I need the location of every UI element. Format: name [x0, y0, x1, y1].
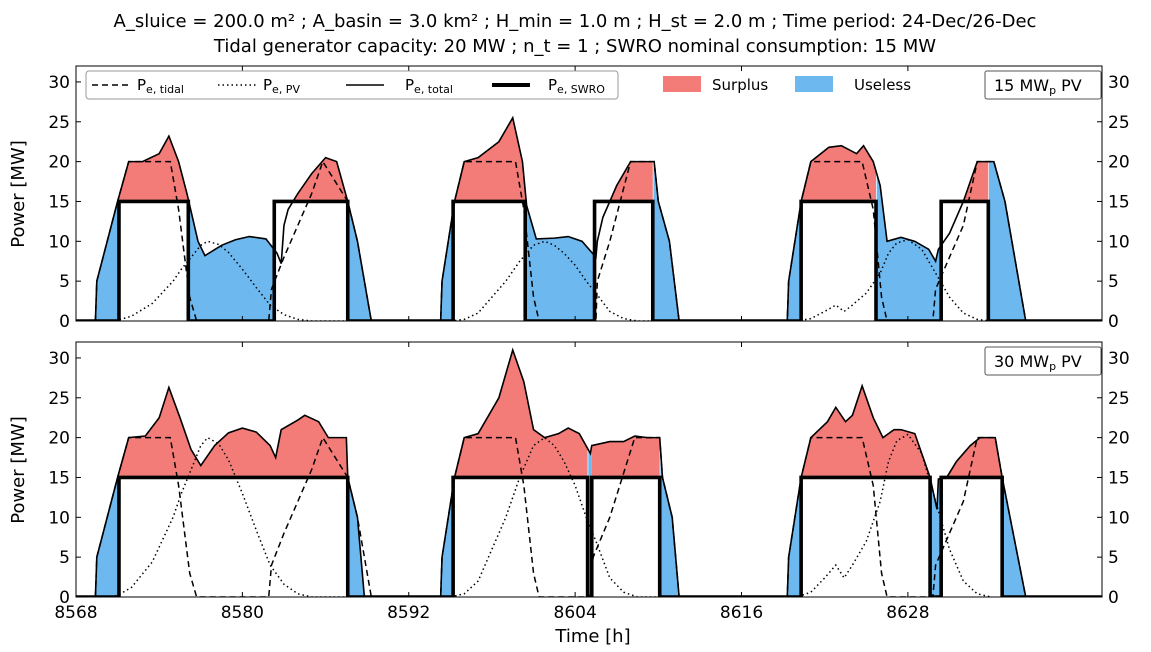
- useless-area: [787, 477, 802, 597]
- pv-box-bottom-label: 30 MWp PV: [994, 352, 1082, 373]
- ylabel-bottom: Power [MW]: [8, 416, 29, 524]
- surplus-area: [453, 349, 588, 478]
- useless-area: [660, 447, 680, 597]
- surplus-area: [118, 387, 348, 478]
- ytick-label-right: 20: [1108, 429, 1130, 449]
- surplus-area: [941, 437, 1003, 478]
- xtick-label: 8604: [554, 603, 597, 623]
- ytick-label: 5: [59, 272, 70, 292]
- legend: Pe, tidal Pe, PV Pe, total Pe, SWRO: [85, 70, 619, 100]
- useless-area: [525, 198, 595, 321]
- ytick-label-right: 10: [1108, 232, 1130, 252]
- pv-capacity-box-bottom: 30 MWp PV: [984, 346, 1102, 376]
- ytick-label: 30: [48, 349, 70, 369]
- pv-capacity-box-top: 15 MWp PV: [984, 70, 1102, 100]
- surplus-area: [801, 385, 931, 478]
- ytick-label: 10: [48, 232, 70, 252]
- ytick-label-right: 5: [1108, 548, 1119, 568]
- useless-area: [441, 486, 454, 597]
- total-series-line: [76, 115, 1102, 321]
- useless-area: [188, 202, 275, 321]
- ytick-label-right: 30: [1108, 349, 1130, 369]
- ytick-label-right: 15: [1108, 468, 1130, 488]
- ytick-label-right: 5: [1108, 272, 1119, 292]
- ytick-label: 25: [48, 113, 70, 133]
- total-series-line: [76, 347, 1102, 597]
- axes-frame: [75, 65, 1103, 322]
- surplus-area: [118, 136, 189, 202]
- useless-area: [989, 161, 1026, 321]
- ytick-label-right: 20: [1108, 153, 1130, 173]
- ytick-label: 20: [48, 153, 70, 173]
- useless-area: [96, 196, 119, 321]
- ytick-label-right: 0: [1108, 588, 1119, 608]
- pv-box-top-frame: [984, 70, 1102, 100]
- useless-area: [876, 173, 942, 321]
- xtick-label: 8616: [720, 603, 763, 623]
- useless-area: [653, 161, 680, 321]
- useless-area: [930, 478, 942, 597]
- xtick-label: 8580: [221, 603, 264, 623]
- surplus-area: [594, 161, 653, 202]
- plot-area: [76, 115, 1102, 321]
- ytick-label-right: 25: [1108, 113, 1130, 133]
- title-line-1: A_sluice = 200.0 m² ; A_basin = 3.0 km² …: [114, 11, 1037, 32]
- legend-surplus-swatch: [663, 76, 701, 92]
- ytick-label: 30: [48, 73, 70, 93]
- legend-surplus-label: Surplus: [712, 76, 768, 94]
- xtick-label: 8628: [886, 603, 929, 623]
- ytick-label: 0: [59, 312, 70, 332]
- ytick-label: 20: [48, 429, 70, 449]
- plot-area: [76, 347, 1102, 597]
- pv-box-top-label: 15 MWp PV: [994, 76, 1082, 97]
- surplus-area: [274, 157, 348, 202]
- legend-fill: Surplus Useless: [663, 76, 911, 94]
- legend-useless-label: Useless: [854, 76, 911, 94]
- legend-useless-swatch: [795, 76, 833, 92]
- legend-total-label: Pe, total: [405, 76, 453, 96]
- pv-box-bottom-frame: [984, 346, 1102, 376]
- ytick-label: 15: [48, 468, 70, 488]
- swro-series-line: [76, 475, 1102, 597]
- surplus-area: [453, 117, 526, 202]
- ytick-label-right: 30: [1108, 73, 1130, 93]
- xtick-label: 8592: [387, 603, 430, 623]
- ytick-label-right: 10: [1108, 508, 1130, 528]
- ylabel-top: Power [MW]: [8, 140, 29, 248]
- ytick-label-right: 25: [1108, 389, 1130, 409]
- title-line-2: Tidal generator capacity: 20 MW ; n_t = …: [213, 36, 936, 57]
- useless-area: [787, 201, 802, 321]
- axes-frame: [75, 341, 1103, 598]
- legend-tidal-label: Pe, tidal: [137, 76, 184, 96]
- surplus-area: [801, 145, 877, 202]
- ytick-label: 15: [48, 192, 70, 212]
- legend-pv-label: Pe, PV: [263, 76, 300, 96]
- panel-bottom: 0 0 5 5 10 10 15 15 20 20 25 25 30 30 8568 8580 8592 8604…: [48, 341, 1130, 623]
- xlabel: Time [h]: [554, 626, 630, 647]
- ytick-label: 5: [59, 548, 70, 568]
- ytick-label-right: 0: [1108, 312, 1119, 332]
- useless-area: [441, 210, 454, 321]
- surplus-area: [591, 436, 660, 478]
- useless-area: [96, 472, 119, 597]
- panel-top: 0 0 5 5 10 10 15 15 20 20 25 25 30 30: [48, 65, 1130, 332]
- ytick-label-right: 15: [1108, 192, 1130, 212]
- legend-swro-label: Pe, SWRO: [548, 76, 605, 96]
- ytick-label: 25: [48, 389, 70, 409]
- useless-area: [348, 480, 365, 597]
- surplus-area: [941, 161, 989, 202]
- ytick-label: 10: [48, 508, 70, 528]
- ytick-label: 0: [59, 588, 70, 608]
- xtick-label: 8568: [54, 603, 97, 623]
